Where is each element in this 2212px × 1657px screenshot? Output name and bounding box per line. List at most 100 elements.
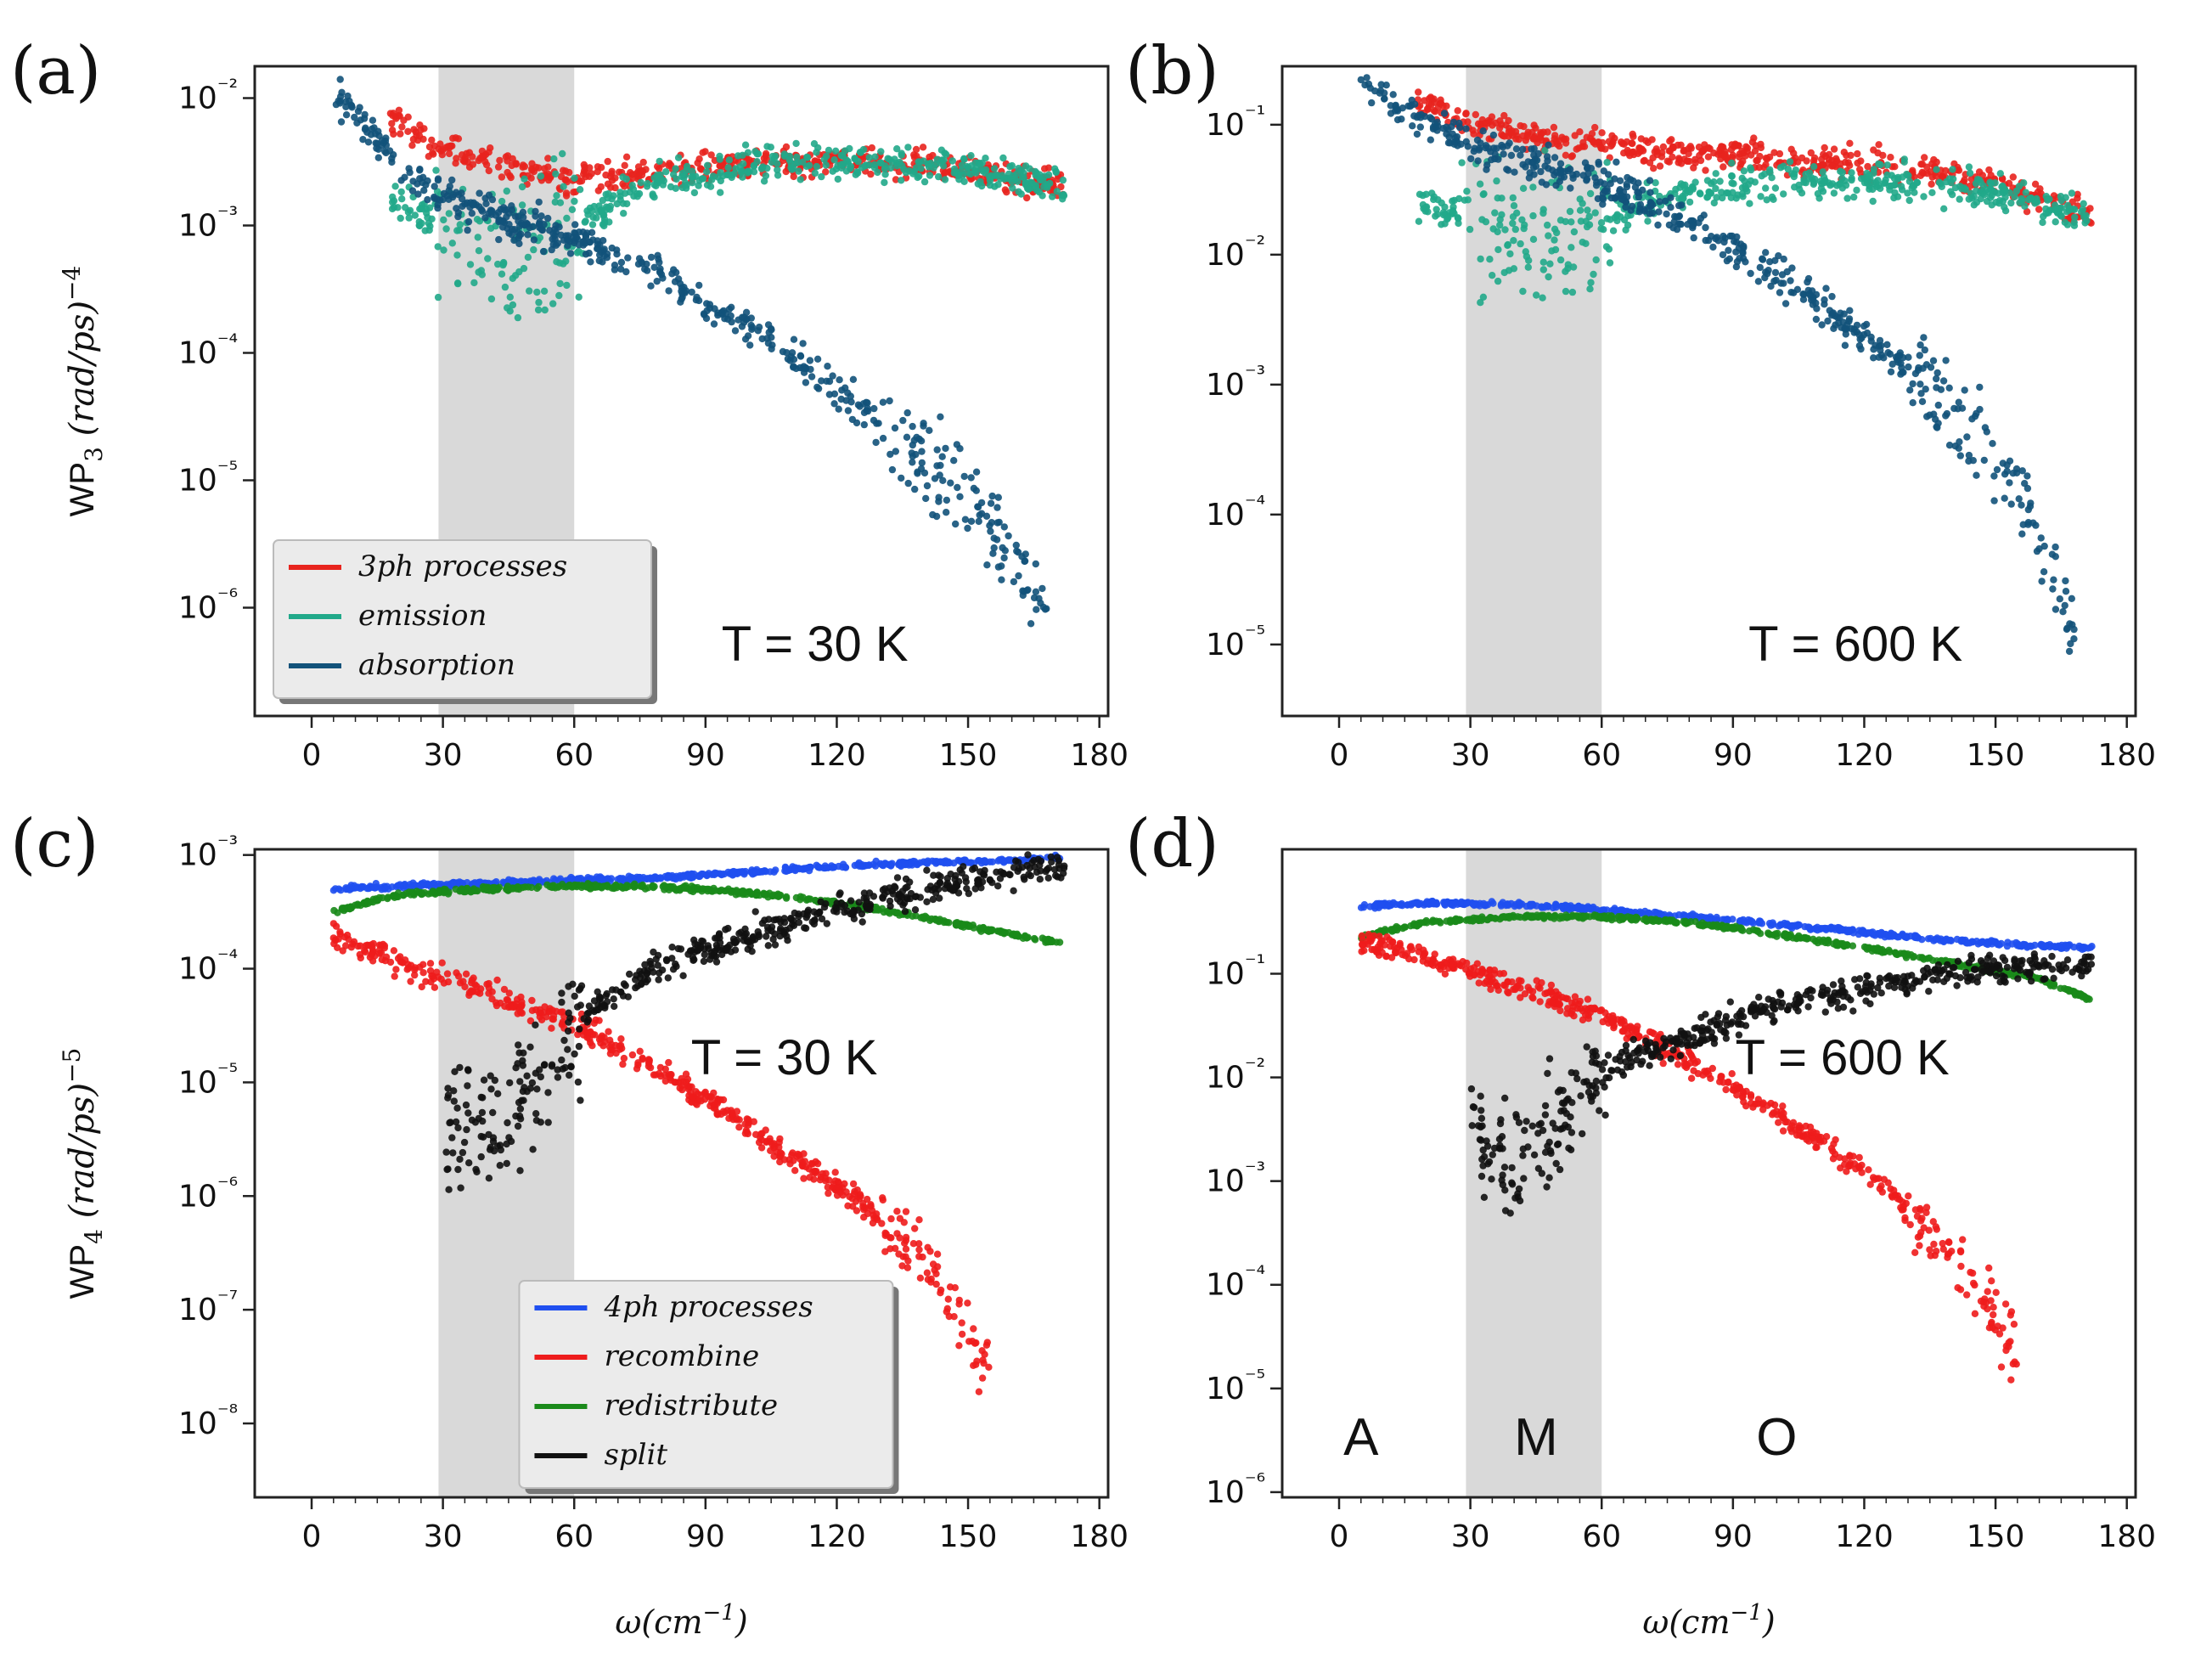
x-tick-label: 120 — [808, 738, 866, 773]
data-point — [1728, 172, 1736, 180]
data-point — [937, 413, 944, 420]
data-point — [538, 212, 545, 220]
data-point — [599, 196, 606, 205]
data-point — [1819, 168, 1826, 176]
data-point — [2040, 542, 2048, 550]
data-point — [1736, 150, 1743, 158]
data-point — [836, 376, 843, 384]
data-point — [535, 198, 543, 206]
data-point — [1716, 178, 1724, 185]
data-point — [1812, 315, 1821, 324]
data-point — [733, 1107, 741, 1115]
data-point — [448, 1134, 456, 1141]
data-point — [920, 178, 929, 186]
data-point — [544, 214, 552, 223]
data-point — [967, 152, 975, 160]
data-point — [1607, 142, 1615, 150]
data-point — [1550, 123, 1558, 132]
data-point — [354, 107, 363, 116]
data-point — [1850, 193, 1858, 201]
data-point — [1666, 138, 1674, 145]
data-point — [717, 1096, 724, 1104]
data-point — [790, 172, 797, 181]
data-point — [870, 416, 878, 425]
data-point — [589, 213, 597, 221]
data-point — [886, 1234, 894, 1242]
data-point — [426, 960, 435, 967]
data-point — [1967, 189, 1975, 198]
data-point — [1837, 180, 1844, 188]
legend-label: absorption — [358, 648, 515, 682]
data-point — [860, 1205, 868, 1214]
data-point — [503, 187, 510, 195]
data-point — [2068, 595, 2075, 602]
data-point — [470, 279, 478, 287]
temperature-label: T = 30 K — [722, 617, 909, 672]
data-point — [760, 178, 768, 185]
data-point — [923, 1269, 932, 1277]
data-point — [428, 880, 436, 888]
data-point — [1655, 208, 1663, 216]
data-point — [1702, 166, 1709, 174]
data-point — [752, 891, 760, 899]
data-point — [979, 167, 987, 175]
data-point — [777, 891, 785, 899]
data-point — [744, 169, 751, 177]
data-point — [1415, 88, 1422, 96]
data-point — [857, 1192, 864, 1200]
data-point — [1870, 146, 1877, 154]
data-point — [1015, 572, 1022, 580]
data-point — [665, 873, 673, 882]
data-point — [330, 906, 338, 915]
data-point — [1756, 263, 1764, 272]
data-point — [595, 1035, 604, 1044]
data-point — [837, 164, 846, 172]
data-point — [948, 157, 957, 165]
data-point — [581, 218, 588, 226]
data-point — [920, 915, 928, 922]
panel-b: 0 30 60 90 120 150 18010⁻⁵10⁻⁴10⁻³10⁻²10⁻¹(b)T… — [1125, 33, 2156, 773]
data-point — [1967, 175, 1975, 183]
data-point — [1810, 163, 1818, 171]
data-point — [2012, 187, 2021, 195]
data-point — [724, 164, 732, 172]
data-point — [453, 155, 460, 162]
data-point — [469, 161, 477, 168]
data-point — [740, 160, 747, 167]
data-point — [556, 279, 564, 288]
plot-frame — [253, 65, 1110, 718]
data-point — [1838, 168, 1846, 177]
data-point — [1629, 177, 1637, 185]
data-point — [1947, 188, 1955, 195]
data-point — [754, 150, 763, 158]
data-point — [1464, 118, 1472, 126]
data-point — [1996, 170, 2004, 178]
data-point — [961, 516, 970, 523]
x-axis: 0 30 60 90 120 150 180 — [1330, 716, 2156, 773]
data-point — [613, 246, 621, 254]
data-point — [445, 210, 453, 217]
data-point — [1680, 147, 1687, 155]
data-point — [562, 189, 571, 197]
data-point — [1956, 452, 1964, 459]
data-point — [945, 919, 953, 927]
data-point — [656, 171, 664, 179]
data-point — [854, 157, 862, 166]
data-point — [1053, 188, 1061, 195]
data-point — [1757, 193, 1765, 200]
data-point — [544, 155, 552, 162]
data-point — [1509, 194, 1517, 202]
data-point — [874, 168, 881, 177]
data-point — [1804, 274, 1813, 283]
data-point — [924, 1276, 932, 1283]
data-point — [1971, 412, 1979, 420]
data-point — [465, 1159, 473, 1167]
data-point — [364, 138, 373, 146]
data-point — [1519, 145, 1527, 153]
data-point — [868, 144, 875, 152]
data-point — [1585, 221, 1594, 228]
data-point — [822, 168, 830, 176]
data-point — [914, 860, 921, 868]
data-point — [867, 170, 875, 178]
data-point — [1695, 219, 1703, 227]
